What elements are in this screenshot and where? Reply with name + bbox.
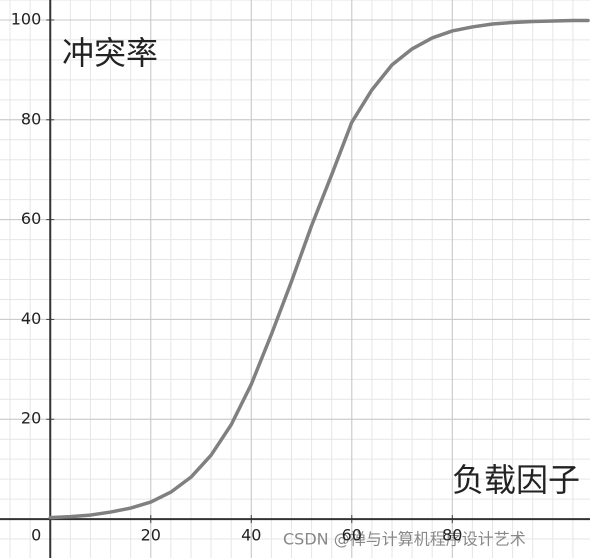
y-tick-label: 100 xyxy=(11,9,42,28)
y-tick-label: 60 xyxy=(21,209,41,228)
watermark: CSDN @禅与计算机程序设计艺术 xyxy=(283,530,526,549)
x-tick-label: 40 xyxy=(241,526,261,545)
x-axis-label: 负载因子 xyxy=(452,461,580,499)
y-tick-label: 40 xyxy=(21,309,41,328)
line-series xyxy=(48,18,590,520)
x-tick-label: 0 xyxy=(31,526,41,545)
plot xyxy=(48,18,590,520)
x-tick-label: 80 xyxy=(442,526,462,545)
x-tick-label: 60 xyxy=(342,526,362,545)
y-tick-label: 80 xyxy=(21,109,41,128)
y-axis-label: 冲突率 xyxy=(62,34,158,72)
y-tick-label: 20 xyxy=(21,409,41,428)
x-tick-label: 20 xyxy=(141,526,161,545)
